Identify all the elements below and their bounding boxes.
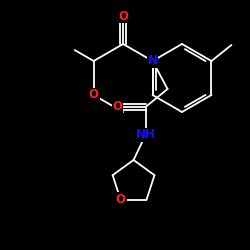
Text: O: O: [118, 10, 128, 22]
Text: N: N: [148, 54, 158, 68]
Text: O: O: [112, 100, 122, 114]
Text: NH: NH: [136, 128, 156, 141]
Text: O: O: [89, 88, 99, 102]
Text: O: O: [116, 193, 126, 206]
